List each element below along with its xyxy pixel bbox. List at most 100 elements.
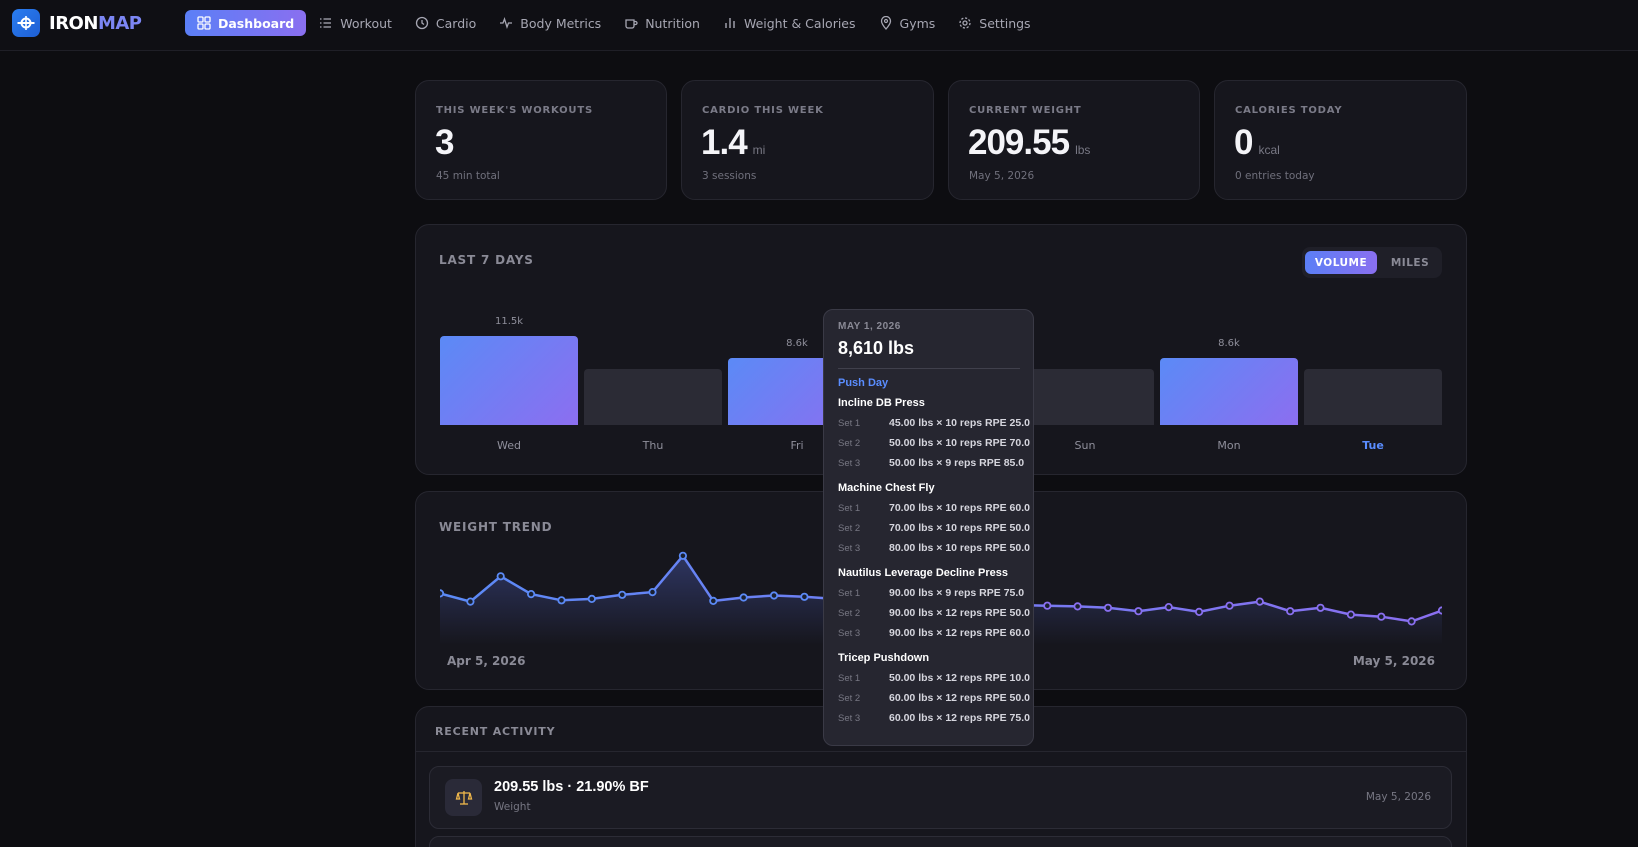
gear-icon — [959, 17, 971, 29]
trend-point[interactable] — [496, 572, 505, 581]
trend-point[interactable] — [587, 594, 596, 604]
bar-day-label: Mon — [1217, 439, 1241, 452]
bar-day-label: Sun — [1074, 439, 1096, 452]
nav-body-metrics[interactable]: Body Metrics — [489, 10, 611, 36]
tooltip-set-number: Set 1 — [838, 588, 861, 599]
section-title: RECENT ACTIVITY — [435, 725, 556, 738]
stat-value: 0 kcal — [1234, 123, 1280, 163]
cup-icon — [625, 19, 638, 29]
trend-point[interactable] — [800, 592, 809, 601]
nav-settings[interactable]: Settings — [948, 10, 1040, 36]
stat-label: CURRENT WEIGHT — [969, 105, 1082, 116]
nav-gyms[interactable]: Gyms — [869, 10, 946, 36]
bar-tue[interactable] — [1304, 369, 1442, 425]
tooltip-set-detail: 90.00 lbs × 12 reps RPE 60.0 — [889, 627, 1030, 639]
tooltip-set-detail: 50.00 lbs × 12 reps RPE 10.0 — [889, 672, 1030, 684]
tooltip-set-detail: 70.00 lbs × 10 reps RPE 50.0 — [889, 522, 1030, 534]
trend-point[interactable] — [557, 596, 566, 605]
trend-point[interactable] — [678, 551, 687, 560]
bar-day-label: Wed — [497, 439, 521, 452]
trend-point[interactable] — [709, 596, 718, 606]
grid-icon — [197, 16, 211, 30]
nav-cardio[interactable]: Cardio — [405, 10, 486, 36]
logo-icon — [12, 9, 40, 37]
toggle-miles-button[interactable]: MILES — [1390, 256, 1430, 269]
trend-point[interactable] — [1377, 612, 1386, 621]
trend-point[interactable] — [769, 591, 779, 600]
trend-point[interactable] — [1134, 607, 1143, 616]
nav-gyms-label: Gyms — [899, 15, 936, 31]
bar-chart-icon — [725, 18, 735, 28]
toggle-volume-button[interactable]: VOLUME — [1305, 251, 1377, 274]
trend-point[interactable] — [1194, 607, 1204, 617]
stat-label: THIS WEEK'S WORKOUTS — [436, 105, 593, 116]
activity-row[interactable]: 209.55 lbs · 21.90% BF Weight May 5, 202… — [429, 766, 1452, 829]
tooltip-set-number: Set 3 — [838, 713, 861, 724]
trend-point[interactable] — [1164, 602, 1173, 612]
tooltip-set-number: Set 2 — [838, 523, 861, 534]
tooltip-set-detail: 60.00 lbs × 12 reps RPE 75.0 — [889, 712, 1030, 724]
trend-point[interactable] — [466, 597, 475, 606]
activity-date: May 5, 2026 — [1365, 791, 1431, 803]
nav-dashboard-label: Dashboard — [218, 15, 295, 31]
trend-point[interactable] — [1255, 597, 1264, 606]
tooltip-set-detail: 90.00 lbs × 12 reps RPE 50.0 — [889, 607, 1030, 619]
stat-unit: kcal — [1258, 143, 1280, 157]
bar-mon[interactable] — [1160, 358, 1298, 425]
nav-dashboard[interactable]: Dashboard — [185, 10, 307, 36]
activity-type: Weight — [494, 801, 531, 813]
tooltip-set-number: Set 1 — [838, 503, 861, 514]
trend-point[interactable] — [1073, 602, 1082, 611]
nav-nutrition-label: Nutrition — [645, 15, 700, 31]
trend-point[interactable] — [1346, 610, 1356, 619]
tooltip-set-number: Set 2 — [838, 608, 861, 619]
bar-value-label: 11.5k — [494, 316, 524, 327]
stat-value-number: 0 — [1234, 123, 1253, 162]
tooltip-set-number: Set 1 — [838, 418, 861, 429]
tooltip-set-detail: 70.00 lbs × 10 reps RPE 60.0 — [889, 502, 1030, 514]
bar-sun[interactable] — [1016, 369, 1154, 425]
trend-point[interactable] — [1103, 603, 1113, 612]
stat-value: 3 — [435, 123, 459, 163]
bar-thu[interactable] — [584, 369, 722, 425]
bar-wed[interactable] — [440, 336, 578, 425]
bar-day-label: Thu — [642, 439, 664, 452]
section-title: LAST 7 DAYS — [439, 253, 534, 267]
trend-point[interactable] — [1437, 606, 1442, 615]
trend-point[interactable] — [1316, 603, 1325, 612]
activity-row-next[interactable] — [429, 836, 1452, 847]
bar-day-label: Tue — [1362, 439, 1384, 452]
stat-subtext: 45 min total — [436, 170, 500, 182]
clock-icon — [415, 16, 429, 30]
nav-nutrition[interactable]: Nutrition — [614, 10, 710, 36]
tooltip-set-number: Set 2 — [838, 438, 861, 449]
trend-point[interactable] — [440, 589, 445, 598]
nav-workout[interactable]: Workout — [309, 10, 402, 36]
tooltip-set-number: Set 2 — [838, 693, 861, 704]
tooltip-set-number: Set 3 — [838, 628, 861, 639]
list-icon — [320, 18, 332, 28]
bar-value-label: 8.6k — [786, 338, 808, 349]
trend-point[interactable] — [1407, 617, 1416, 626]
tooltip-set-detail: 90.00 lbs × 9 reps RPE 75.0 — [889, 587, 1025, 599]
logo-wordmark-map: MAP — [97, 12, 142, 34]
stat-value-number: 3 — [435, 123, 454, 162]
chart-metric-toggle: VOLUME MILES — [1302, 247, 1442, 278]
tooltip-set-detail: 80.00 lbs × 10 reps RPE 50.0 — [889, 542, 1030, 554]
tooltip-set-detail: 45.00 lbs × 10 reps RPE 25.0 — [889, 417, 1030, 429]
trend-point[interactable] — [648, 587, 657, 597]
stat-subtext: 0 entries today — [1235, 170, 1315, 182]
trend-point[interactable] — [1286, 607, 1295, 616]
nav-weight-calories[interactable]: Weight & Calories — [713, 10, 866, 36]
trend-point[interactable] — [618, 590, 627, 599]
trend-point[interactable] — [1225, 601, 1234, 610]
stat-unit: lbs — [1075, 143, 1091, 157]
stat-value-number: 1.4 — [701, 123, 748, 162]
trend-point[interactable] — [527, 589, 536, 599]
trend-point[interactable] — [739, 593, 748, 602]
logo-wordmark: IRONMAP — [49, 12, 142, 34]
tooltip-set-number: Set 3 — [838, 543, 861, 554]
tooltip-exercise-name: Tricep Pushdown — [838, 652, 930, 664]
trend-point[interactable] — [1043, 601, 1052, 610]
app-logo[interactable]: IRONMAP — [12, 9, 142, 37]
